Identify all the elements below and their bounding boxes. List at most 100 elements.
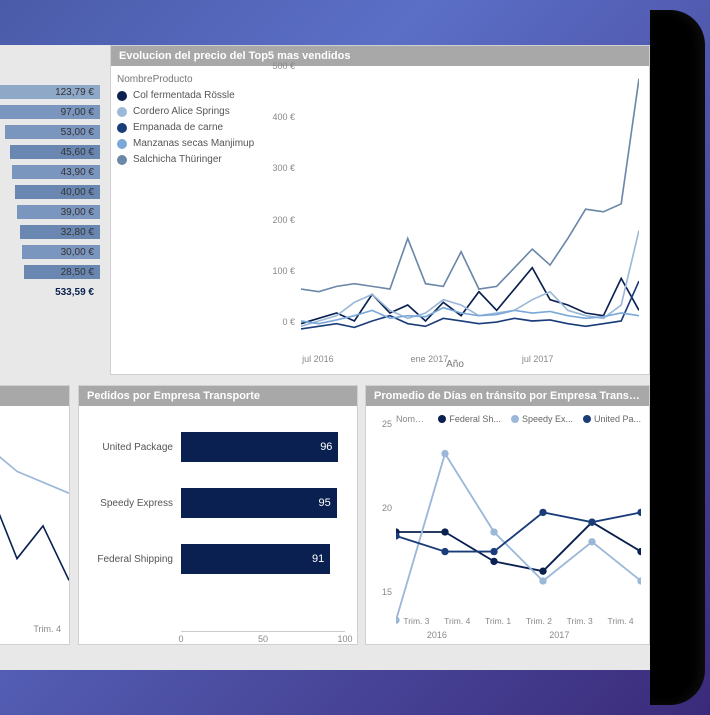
x-group-label: 2017 — [478, 630, 641, 640]
value-list-row: 39,00 € — [0, 203, 100, 221]
legend-label: Cordero Alice Springs — [133, 106, 230, 117]
shipbar-title: Pedidos por Empresa Transporte — [79, 386, 357, 406]
top5-x-label: Año — [446, 359, 464, 370]
value-list-row: 97,00 € — [0, 103, 100, 121]
legend-label: Federal Sh... — [449, 414, 501, 424]
x-tick: Trim. 3 — [559, 616, 600, 626]
hbar-label: Federal Shipping — [91, 554, 181, 565]
hbar-fill: 96 — [181, 432, 338, 462]
chart-marker — [539, 568, 546, 575]
value-list-row: 30,00 € — [0, 243, 100, 261]
y-tick: 25 — [382, 419, 392, 429]
legend-item[interactable]: Federal Sh... — [438, 414, 501, 424]
legend-label: Empanada de carne — [133, 122, 223, 133]
hbar-x-tick: 100 — [337, 634, 352, 644]
hbar-row: Federal Shipping91 — [91, 538, 345, 580]
legend-item[interactable]: Salchicha Thüringer — [117, 154, 255, 165]
chart-marker — [490, 548, 497, 555]
legend-label: Col fermentada Rössle — [133, 90, 235, 101]
y-tick: 100 € — [272, 266, 295, 276]
legend-item[interactable]: Cordero Alice Springs — [117, 106, 255, 117]
chart-line — [301, 230, 639, 326]
top5-chart-area: 0 €100 €200 €300 €400 €500 € jul 2016ene… — [261, 66, 649, 372]
chart-line — [396, 454, 641, 621]
value-list-row: 43,90 € — [0, 163, 100, 181]
shipping-bar-panel: Pedidos por Empresa Transporte United Pa… — [78, 385, 358, 645]
legend-swatch-icon — [511, 415, 519, 423]
hbar-x-tick: 0 — [178, 634, 183, 644]
x-tick: jul 2016 — [302, 354, 334, 364]
y-tick: 15 — [382, 587, 392, 597]
transit-legend-header: NombreCo... — [396, 414, 428, 424]
x-tick: jul 2017 — [522, 354, 554, 364]
hbar-row: United Package96 — [91, 426, 345, 468]
fragment-chart-panel: Trim. 4 — [0, 385, 70, 645]
hbar-row: Speedy Express95 — [91, 482, 345, 524]
top5-legend: NombreProducto Col fermentada Rössle Cord… — [111, 66, 261, 372]
dashboard-screen: 123,79 € 97,00 € 53,00 € 45,60 € 43,90 € 40,0… — [0, 45, 650, 670]
legend-item[interactable]: Manzanas secas Manjimup — [117, 138, 255, 149]
legend-item[interactable]: Col fermentada Rössle — [117, 90, 255, 101]
legend-swatch-icon — [117, 155, 127, 165]
legend-label: Manzanas secas Manjimup — [133, 138, 254, 149]
legend-item[interactable]: United Pa... — [583, 414, 641, 424]
chart-marker — [539, 577, 546, 584]
legend-swatch-icon — [117, 123, 127, 133]
chart-marker — [490, 528, 497, 535]
x-tick: Trim. 2 — [518, 616, 559, 626]
legend-label: Speedy Ex... — [522, 414, 573, 424]
hbar-fill: 95 — [181, 488, 337, 518]
legend-label: Salchicha Thüringer — [133, 154, 222, 165]
chart-marker — [490, 558, 497, 565]
x-tick: Trim. 1 — [478, 616, 519, 626]
fragment-x-tick: Trim. 4 — [33, 624, 61, 634]
transit-chart-panel: Promedio de Días en tránsito por Empresa… — [365, 385, 650, 645]
x-tick: ene 2017 — [411, 354, 449, 364]
device-gradient-bg: 123,79 € 97,00 € 53,00 € 45,60 € 43,90 € 40,0… — [0, 0, 710, 715]
value-list-row: 53,00 € — [0, 123, 100, 141]
chart-marker — [637, 509, 641, 516]
x-group-label: 2016 — [396, 630, 478, 640]
legend-swatch-icon — [117, 91, 127, 101]
chart-marker — [588, 519, 595, 526]
value-list-row: 32,80 € — [0, 223, 100, 241]
legend-item[interactable]: Speedy Ex... — [511, 414, 573, 424]
legend-label: United Pa... — [594, 414, 641, 424]
legend-item[interactable]: Empanada de carne — [117, 122, 255, 133]
chart-marker — [441, 548, 448, 555]
legend-swatch-icon — [117, 107, 127, 117]
legend-swatch-icon — [117, 139, 127, 149]
value-list-row: 45,60 € — [0, 143, 100, 161]
top5-price-chart-panel: Evolucion del precio del Top5 mas vendid… — [110, 45, 650, 375]
chart-marker — [441, 528, 448, 535]
y-tick: 200 € — [272, 215, 295, 225]
chart-marker — [588, 538, 595, 545]
chart-line — [396, 522, 641, 571]
x-tick: Trim. 3 — [396, 616, 437, 626]
hbar-label: United Package — [91, 442, 181, 453]
top5-legend-header: NombreProducto — [117, 74, 255, 85]
y-tick: 300 € — [272, 163, 295, 173]
chart-marker — [441, 450, 448, 457]
legend-swatch-icon — [438, 415, 446, 423]
fragment-header — [0, 386, 69, 406]
device-bezel — [650, 10, 705, 705]
y-tick: 400 € — [272, 112, 295, 122]
hbar-label: Speedy Express — [91, 498, 181, 509]
hbar-fill: 91 — [181, 544, 330, 574]
x-tick: Trim. 4 — [437, 616, 478, 626]
y-tick: 20 — [382, 503, 392, 513]
hbar-x-tick: 50 — [258, 634, 268, 644]
value-list-panel: 123,79 € 97,00 € 53,00 € 45,60 € 43,90 € 40,0… — [0, 45, 100, 303]
x-tick: Trim. 4 — [600, 616, 641, 626]
legend-swatch-icon — [583, 415, 591, 423]
y-tick: 0 € — [282, 317, 295, 327]
transit-legend: NombreCo... Federal Sh... Speedy Ex... Unit… — [396, 412, 641, 430]
value-list-row: 40,00 € — [0, 183, 100, 201]
chart-line — [301, 79, 639, 292]
value-list-row: 28,50 € — [0, 263, 100, 281]
value-list-row: 123,79 € — [0, 83, 100, 101]
chart-marker — [539, 509, 546, 516]
y-tick: 500 € — [272, 61, 295, 71]
transit-title: Promedio de Días en tránsito por Empresa… — [366, 386, 649, 406]
